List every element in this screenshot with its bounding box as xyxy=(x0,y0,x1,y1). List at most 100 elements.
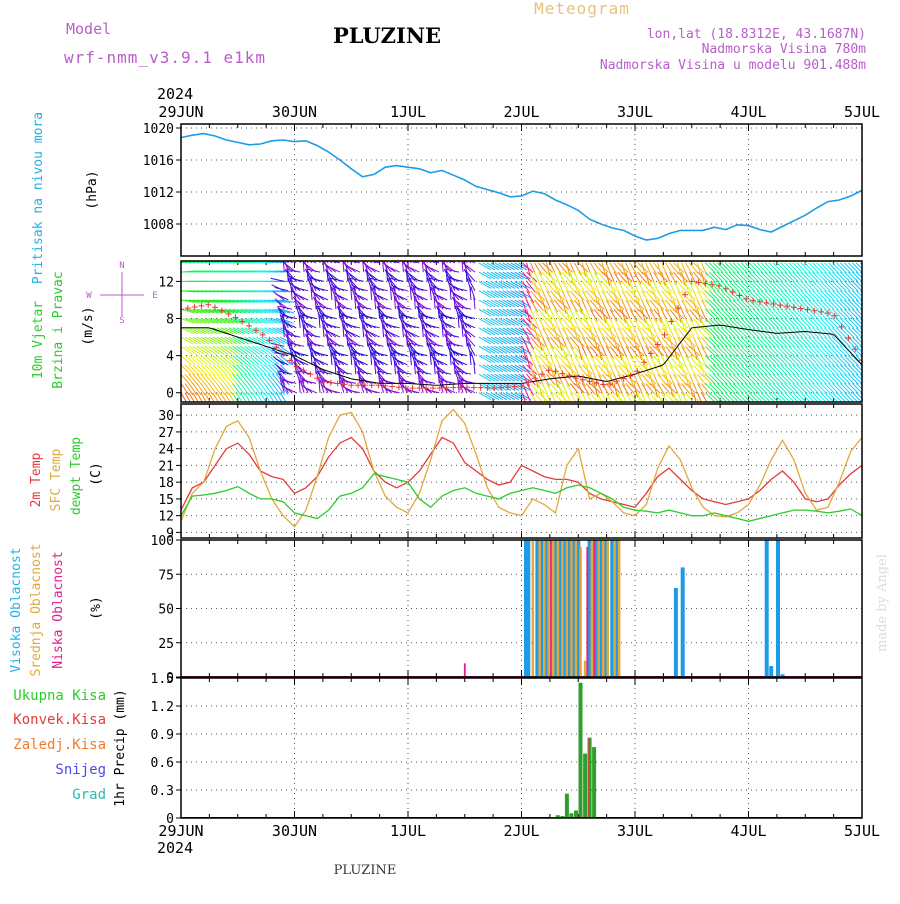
wind-arrow xyxy=(840,290,851,301)
wind-arrow xyxy=(398,314,404,328)
wind-arrow xyxy=(768,345,780,357)
wind-arrow xyxy=(506,355,520,364)
wind-arrow xyxy=(181,327,194,335)
wind-arrow xyxy=(272,373,282,386)
wind-arrow xyxy=(216,345,229,355)
wind-arrow xyxy=(208,345,221,355)
wind-arrow xyxy=(756,308,768,320)
gust-marker xyxy=(252,327,259,334)
wind-arrow xyxy=(752,299,764,311)
wind-arrow xyxy=(196,308,211,314)
gust-marker xyxy=(818,308,825,315)
wind-arrow xyxy=(451,296,460,310)
wind-arrow xyxy=(546,392,551,402)
y-tick-label: 9 xyxy=(166,526,174,541)
wind-arrow xyxy=(752,327,764,339)
wind-arrow xyxy=(549,299,559,313)
wind-arrow xyxy=(478,327,492,336)
wind-arrow xyxy=(840,308,851,320)
wind-arrow xyxy=(542,318,552,330)
wind-arrow xyxy=(812,392,823,402)
wind-arrow xyxy=(788,336,800,348)
wind-arrow xyxy=(569,336,580,349)
wind-arrow xyxy=(852,262,862,274)
wind-arrow xyxy=(844,299,855,311)
y-tick-label: 27 xyxy=(158,426,174,441)
wind-arrow xyxy=(192,392,199,402)
gust-marker xyxy=(273,344,280,351)
wind-arrow xyxy=(784,271,796,283)
wind-arrow xyxy=(764,290,776,301)
wind-arrow xyxy=(388,343,396,356)
wind-arrow xyxy=(776,308,788,320)
wind-arrow xyxy=(740,299,752,311)
wind-arrow xyxy=(764,345,776,357)
wind-arrow xyxy=(486,355,500,364)
wind-arrow xyxy=(772,290,784,301)
wind-arrow xyxy=(486,327,500,336)
wind-arrow xyxy=(248,364,259,376)
wind-arrow xyxy=(486,308,500,317)
wind-arrow xyxy=(510,262,524,271)
wind-arrow xyxy=(268,327,282,335)
wind-arrow xyxy=(681,346,690,359)
wind-arrow xyxy=(542,299,547,314)
wind-arrow xyxy=(478,345,492,354)
wind-arrow xyxy=(322,314,337,319)
wind-arrow xyxy=(312,361,321,375)
wind-arrow xyxy=(852,345,862,357)
wind-arrow xyxy=(669,290,674,305)
wind-arrow xyxy=(467,278,476,291)
wind-arrow xyxy=(816,383,827,394)
x-tick-label-top: 4JUL xyxy=(730,103,766,121)
wind-arrow xyxy=(641,392,647,402)
wind-arrow xyxy=(617,373,626,387)
wind-arrow xyxy=(800,262,811,274)
low-cloud-bar xyxy=(586,546,589,677)
wind-arrow xyxy=(772,373,784,385)
wind-arrow xyxy=(732,299,744,311)
wind-arrow xyxy=(736,345,748,357)
wind-arrow xyxy=(728,392,740,402)
wind-arrow xyxy=(546,383,555,396)
wind-arrow xyxy=(212,336,226,345)
wind-arrow xyxy=(844,290,855,301)
wind-arrow xyxy=(236,318,250,324)
wind-arrow xyxy=(248,336,261,345)
wind-arrow xyxy=(756,373,768,385)
legend-hail: Grad xyxy=(72,787,106,803)
wind-arrow xyxy=(252,383,261,396)
wind-arrow xyxy=(184,355,197,365)
wind-arrow xyxy=(260,345,273,355)
wind-arrow xyxy=(353,352,368,357)
wind-arrow xyxy=(216,327,230,335)
wind-arrow xyxy=(645,290,655,302)
wind-arrow xyxy=(374,358,388,366)
wind-arrow xyxy=(712,392,724,402)
wind-arrow xyxy=(315,293,329,301)
wind-arrow xyxy=(804,327,815,339)
wind-arrow xyxy=(852,392,862,402)
wind-arrow xyxy=(256,327,270,335)
wind-arrow xyxy=(764,318,776,329)
wind-arrow xyxy=(260,318,274,324)
gust-marker xyxy=(763,299,770,306)
high-cloud-bar xyxy=(764,540,769,677)
wind-arrow xyxy=(724,345,736,357)
wind-arrow xyxy=(184,318,199,324)
wind-arrow xyxy=(482,355,496,364)
wind-arrow xyxy=(728,345,740,357)
wind-arrow xyxy=(232,345,245,355)
wind-arrow xyxy=(724,373,736,385)
wind-arrow xyxy=(593,355,604,367)
gust-marker xyxy=(709,281,716,288)
wind-arrow xyxy=(236,355,248,365)
wind-arrow xyxy=(784,262,796,274)
wind-arrow xyxy=(629,327,634,342)
wind-arrow xyxy=(267,392,275,402)
wind-arrow xyxy=(744,364,756,376)
wind-arrow xyxy=(796,364,807,376)
wind-arrow xyxy=(577,392,582,402)
wind-arrow xyxy=(824,392,835,402)
wind-arrow xyxy=(593,271,602,285)
